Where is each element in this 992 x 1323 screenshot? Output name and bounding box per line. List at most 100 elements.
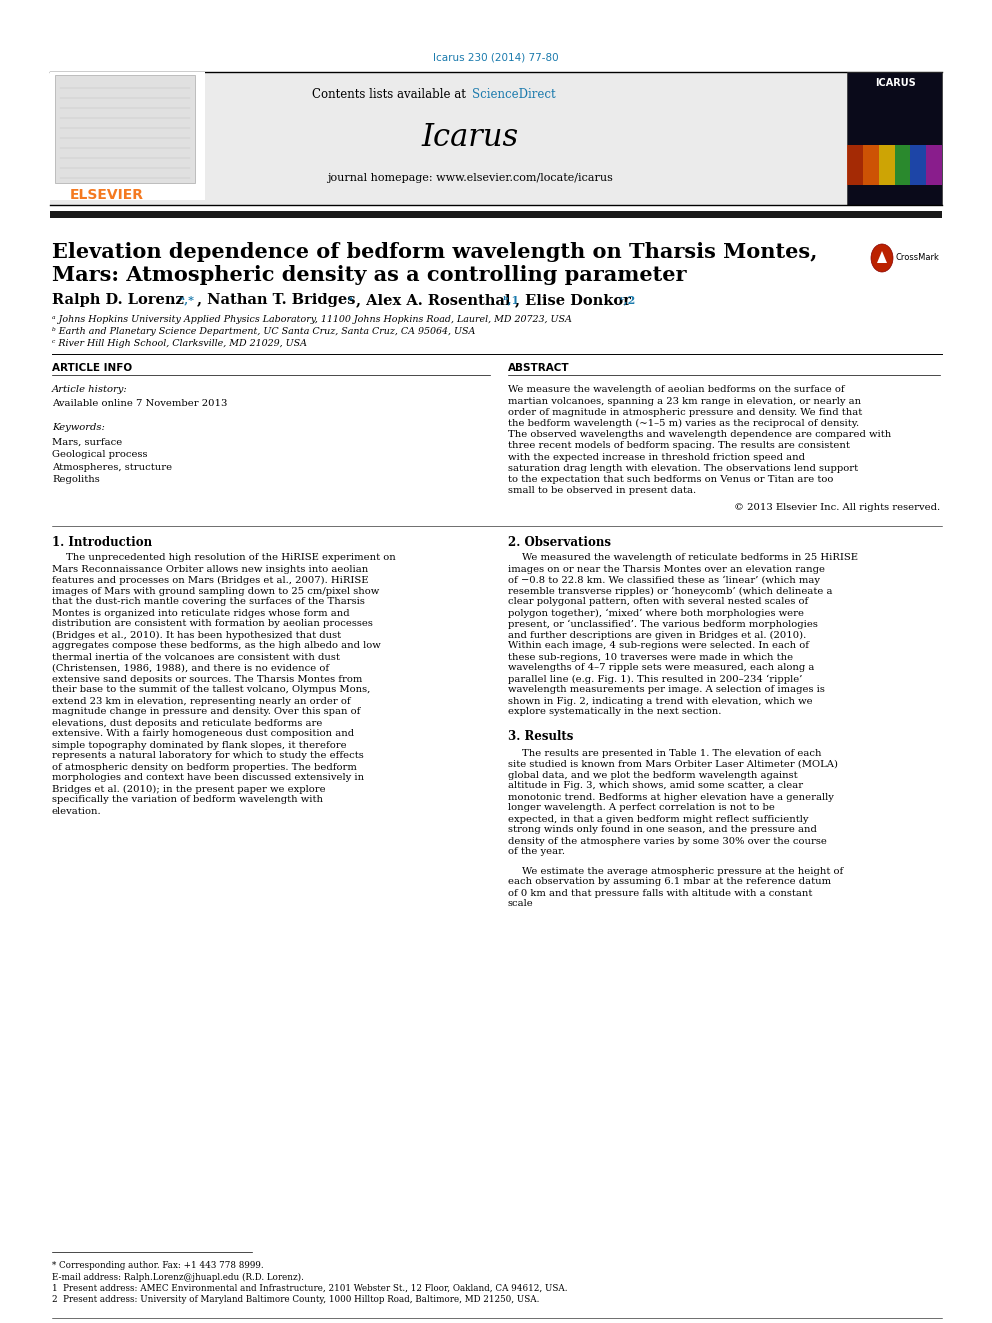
Text: global data, and we plot the bedform wavelength against: global data, and we plot the bedform wav… [508,770,798,779]
Text: , Alex A. Rosenthal: , Alex A. Rosenthal [356,292,511,307]
Text: images of Mars with ground sampling down to 25 cm/pixel show: images of Mars with ground sampling down… [52,586,379,595]
Bar [895,146,911,185]
Text: 3. Results: 3. Results [508,730,573,744]
Bar [863,146,879,185]
Bar [927,146,942,185]
Text: present, or ‘unclassified’. The various bedform morphologies: present, or ‘unclassified’. The various … [508,619,817,628]
Text: elevations, dust deposits and reticulate bedforms are: elevations, dust deposits and reticulate… [52,718,322,728]
Text: Within each image, 4 sub-regions were selected. In each of: Within each image, 4 sub-regions were se… [508,642,809,651]
Text: ScienceDirect: ScienceDirect [472,89,556,102]
Text: Article history:: Article history: [52,385,128,394]
Text: Icarus: Icarus [422,123,519,153]
Text: The results are presented in Table 1. The elevation of each: The results are presented in Table 1. Th… [522,749,821,758]
Text: extend 23 km in elevation, representing nearly an order of: extend 23 km in elevation, representing … [52,696,350,705]
Text: order of magnitude in atmospheric pressure and density. We find that: order of magnitude in atmospheric pressu… [508,407,862,417]
Text: Montes is organized into reticulate ridges whose form and: Montes is organized into reticulate ridg… [52,609,349,618]
Text: thermal inertia of the volcanoes are consistent with dust: thermal inertia of the volcanoes are con… [52,652,340,662]
Bar [911,146,927,185]
Text: © 2013 Elsevier Inc. All rights reserved.: © 2013 Elsevier Inc. All rights reserved… [734,504,940,512]
Text: ᶜ River Hill High School, Clarksville, MD 21029, USA: ᶜ River Hill High School, Clarksville, M… [52,339,307,348]
Ellipse shape [871,243,893,273]
Text: ᵃ Johns Hopkins University Applied Physics Laboratory, 11100 Johns Hopkins Road,: ᵃ Johns Hopkins University Applied Physi… [52,315,571,324]
Text: * Corresponding author. Fax: +1 443 778 8999.: * Corresponding author. Fax: +1 443 778 … [52,1262,264,1270]
Text: explore systematically in the next section.: explore systematically in the next secti… [508,708,721,717]
Text: the bedform wavelength (~1–5 m) varies as the reciprocal of density.: the bedform wavelength (~1–5 m) varies a… [508,419,859,429]
Text: wavelength measurements per image. A selection of images is: wavelength measurements per image. A sel… [508,685,825,695]
Text: Geological process: Geological process [52,450,148,459]
Text: Atmospheres, structure: Atmospheres, structure [52,463,173,471]
Text: Icarus 230 (2014) 77-80: Icarus 230 (2014) 77-80 [434,53,558,64]
Text: clear polygonal pattern, often with several nested scales of: clear polygonal pattern, often with seve… [508,598,808,606]
Text: martian volcanoes, spanning a 23 km range in elevation, or nearly an: martian volcanoes, spanning a 23 km rang… [508,397,861,406]
Text: strong winds only found in one season, and the pressure and: strong winds only found in one season, a… [508,826,816,835]
Text: monotonic trend. Bedforms at higher elevation have a generally: monotonic trend. Bedforms at higher elev… [508,792,834,802]
Text: altitude in Fig. 3, which shows, amid some scatter, a clear: altitude in Fig. 3, which shows, amid so… [508,782,804,791]
Text: wavelengths of 4–7 ripple sets were measured, each along a: wavelengths of 4–7 ripple sets were meas… [508,664,814,672]
Text: of 0 km and that pressure falls with altitude with a constant: of 0 km and that pressure falls with alt… [508,889,812,897]
Bar [55,75,195,183]
Text: Mars Reconnaissance Orbiter allows new insights into aeolian: Mars Reconnaissance Orbiter allows new i… [52,565,368,573]
Text: Contents lists available at: Contents lists available at [312,89,470,102]
Text: represents a natural laboratory for which to study the effects: represents a natural laboratory for whic… [52,751,364,761]
Text: of −0.8 to 22.8 km. We classified these as ‘linear’ (which may: of −0.8 to 22.8 km. We classified these … [508,576,820,585]
Text: and further descriptions are given in Bridges et al. (2010).: and further descriptions are given in Br… [508,631,806,639]
Text: ᶜ,2: ᶜ,2 [619,295,635,306]
Text: (Christensen, 1986, 1988), and there is no evidence of: (Christensen, 1986, 1988), and there is … [52,664,329,672]
Text: ᵃ: ᵃ [347,295,352,306]
Text: The observed wavelengths and wavelength dependence are compared with: The observed wavelengths and wavelength … [508,430,891,439]
Bar [50,71,942,205]
Bar [50,71,205,200]
Text: aggregates compose these bedforms, as the high albedo and low: aggregates compose these bedforms, as th… [52,642,381,651]
Text: ᵇ Earth and Planetary Science Department, UC Santa Cruz, Santa Cruz, CA 95064, U: ᵇ Earth and Planetary Science Department… [52,327,475,336]
Text: polygon together), ‘mixed’ where both morphologies were: polygon together), ‘mixed’ where both mo… [508,609,804,618]
Bar [879,146,895,185]
Text: resemble transverse ripples) or ‘honeycomb’ (which delineate a: resemble transverse ripples) or ‘honeyco… [508,586,832,595]
Text: scale: scale [508,900,534,909]
Text: of the year.: of the year. [508,848,565,856]
Text: morphologies and context have been discussed extensively in: morphologies and context have been discu… [52,774,364,782]
Text: ICARUS: ICARUS [875,78,916,89]
Text: extensive sand deposits or sources. The Tharsis Montes from: extensive sand deposits or sources. The … [52,675,362,684]
Text: shown in Fig. 2, indicating a trend with elevation, which we: shown in Fig. 2, indicating a trend with… [508,696,812,705]
Text: saturation drag length with elevation. The observations lend support: saturation drag length with elevation. T… [508,464,858,472]
Text: ABSTRACT: ABSTRACT [508,363,569,373]
Text: 2  Present address: University of Maryland Baltimore County, 1000 Hilltop Road, : 2 Present address: University of Marylan… [52,1294,540,1303]
Text: Ralph D. Lorenz: Ralph D. Lorenz [52,292,184,307]
Text: , Elise Donkor: , Elise Donkor [515,292,631,307]
Text: Mars, surface: Mars, surface [52,438,122,446]
Text: Keywords:: Keywords: [52,423,105,433]
Text: Bridges et al. (2010); in the present paper we explore: Bridges et al. (2010); in the present pa… [52,785,325,794]
Text: of atmospheric density on bedform properties. The bedform: of atmospheric density on bedform proper… [52,762,357,771]
Polygon shape [877,251,887,263]
Text: Available online 7 November 2013: Available online 7 November 2013 [52,400,227,409]
Text: images on or near the Tharsis Montes over an elevation range: images on or near the Tharsis Montes ove… [508,565,825,573]
Text: simple topography dominated by flank slopes, it therefore: simple topography dominated by flank slo… [52,741,346,750]
Bar [50,210,942,218]
Text: We measured the wavelength of reticulate bedforms in 25 HiRISE: We measured the wavelength of reticulate… [522,553,858,562]
Text: Regoliths: Regoliths [52,475,100,484]
Text: ᵃ,*: ᵃ,* [180,295,195,306]
Text: specifically the variation of bedform wavelength with: specifically the variation of bedform wa… [52,795,323,804]
Text: The unprecedented high resolution of the HiRISE experiment on: The unprecedented high resolution of the… [66,553,396,562]
Text: three recent models of bedform spacing. The results are consistent: three recent models of bedform spacing. … [508,442,850,451]
Text: Elevation dependence of bedform wavelength on Tharsis Montes,: Elevation dependence of bedform waveleng… [52,242,817,262]
Text: their base to the summit of the tallest volcano, Olympus Mons,: their base to the summit of the tallest … [52,685,370,695]
Text: , Nathan T. Bridges: , Nathan T. Bridges [197,292,355,307]
Text: expected, in that a given bedform might reflect sufficiently: expected, in that a given bedform might … [508,815,808,823]
Text: CrossMark: CrossMark [896,254,939,262]
Text: extensive. With a fairly homogeneous dust composition and: extensive. With a fairly homogeneous dus… [52,729,354,738]
Text: site studied is known from Mars Orbiter Laser Altimeter (MOLA): site studied is known from Mars Orbiter … [508,759,838,769]
Text: 2. Observations: 2. Observations [508,536,611,549]
Text: journal homepage: www.elsevier.com/locate/icarus: journal homepage: www.elsevier.com/locat… [327,173,613,183]
Text: ᵇ,1: ᵇ,1 [503,295,520,306]
Text: We measure the wavelength of aeolian bedforms on the surface of: We measure the wavelength of aeolian bed… [508,385,844,394]
Text: features and processes on Mars (Bridges et al., 2007). HiRISE: features and processes on Mars (Bridges … [52,576,368,585]
Text: Mars: Atmospheric density as a controlling parameter: Mars: Atmospheric density as a controlli… [52,265,686,284]
Text: We estimate the average atmospheric pressure at the height of: We estimate the average atmospheric pres… [522,867,843,876]
Text: longer wavelength. A perfect correlation is not to be: longer wavelength. A perfect correlation… [508,803,775,812]
Text: that the dust-rich mantle covering the surfaces of the Tharsis: that the dust-rich mantle covering the s… [52,598,365,606]
Text: 1. Introduction: 1. Introduction [52,536,152,549]
Text: these sub-regions, 10 traverses were made in which the: these sub-regions, 10 traverses were mad… [508,652,794,662]
Bar [847,146,863,185]
Text: parallel line (e.g. Fig. 1). This resulted in 200–234 ‘ripple’: parallel line (e.g. Fig. 1). This result… [508,675,803,684]
